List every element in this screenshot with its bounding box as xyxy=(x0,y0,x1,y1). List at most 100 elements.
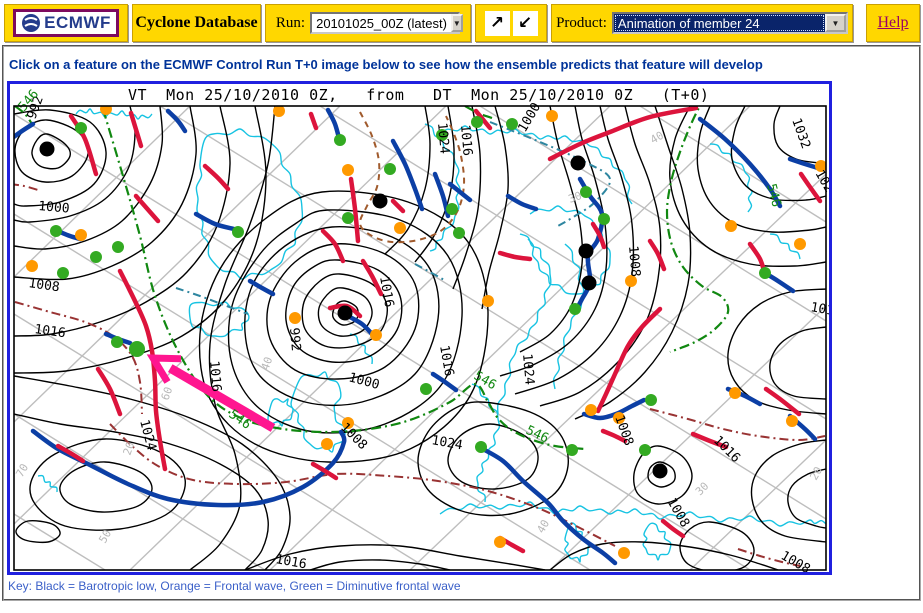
help-link[interactable]: Help xyxy=(877,14,909,31)
isobar-contour xyxy=(452,106,482,290)
coastline xyxy=(75,108,153,120)
diminutive-frontal-wave-marker[interactable] xyxy=(50,225,62,237)
teal-dashdot-line xyxy=(414,263,447,282)
diminutive-frontal-wave-marker[interactable] xyxy=(645,394,657,406)
diminutive-frontal-wave-marker[interactable] xyxy=(446,203,458,215)
diminutive-frontal-wave-marker[interactable] xyxy=(471,116,483,128)
warm-front xyxy=(547,106,699,162)
dropdown-arrow-icon[interactable]: ▼ xyxy=(450,14,463,32)
product-cell: Product: Animation of member 24 ▼ xyxy=(551,4,853,42)
isobar-contour xyxy=(669,106,826,267)
dropdown-arrow-icon[interactable]: ▼ xyxy=(824,14,846,32)
barotropic-low-marker[interactable] xyxy=(337,305,353,321)
diminutive-frontal-wave-marker[interactable] xyxy=(580,186,592,198)
warm-front xyxy=(68,113,99,177)
graticule-label: 20 xyxy=(807,465,825,483)
expand-image-button[interactable]: ↗ xyxy=(484,10,510,36)
diminutive-frontal-wave-marker[interactable] xyxy=(598,213,610,225)
diminutive-frontal-wave-marker[interactable] xyxy=(57,267,69,279)
control-run-map[interactable]: 992 546 1000 1008 1016 1024 1024 1016 546 546 546 1… xyxy=(7,81,843,577)
frontal-wave-marker[interactable] xyxy=(100,103,112,115)
diminutive-frontal-wave-marker[interactable] xyxy=(436,129,448,141)
graticule-line xyxy=(14,106,191,278)
diminutive-frontal-wave-marker[interactable] xyxy=(506,118,518,130)
diminutive-frontal-wave-marker[interactable] xyxy=(566,444,578,456)
frontal-wave-marker[interactable] xyxy=(625,275,637,287)
frontal-wave-marker[interactable] xyxy=(794,238,806,250)
isobar-contour xyxy=(317,287,373,337)
frontal-wave-marker[interactable] xyxy=(394,222,406,234)
map-title: VT Mon 25/10/2010 0Z, from DT Mon 25/10/… xyxy=(128,86,709,104)
diminutive-frontal-wave-marker[interactable] xyxy=(90,251,102,263)
graticule-line xyxy=(14,106,341,423)
diminutive-frontal-wave-marker[interactable] xyxy=(475,441,487,453)
diminutive-frontal-wave-marker[interactable] xyxy=(342,212,354,224)
isobar-contour xyxy=(514,106,635,395)
frontal-wave-marker[interactable] xyxy=(273,105,285,117)
coastline xyxy=(709,143,753,213)
teal-dashdot-line xyxy=(489,121,612,227)
pressure-label: 546 xyxy=(763,182,784,209)
diminutive-frontal-wave-marker[interactable] xyxy=(334,134,346,146)
diminutive-frontal-wave-marker[interactable] xyxy=(639,444,651,456)
isobar-contour xyxy=(59,461,153,513)
frontal-wave-marker[interactable] xyxy=(613,412,625,424)
isobar-contour xyxy=(14,375,291,570)
barotropic-low-marker[interactable] xyxy=(652,463,668,479)
diminutive-frontal-wave-marker[interactable] xyxy=(569,303,581,315)
isobar-contour xyxy=(227,209,463,434)
barotropic-low-marker[interactable] xyxy=(372,193,388,209)
graticule-line xyxy=(689,439,826,570)
ecmwf-logo[interactable]: ECMWF xyxy=(13,9,119,37)
shrink-image-button[interactable]: ↙ xyxy=(512,10,538,36)
cold-front xyxy=(345,313,375,337)
barotropic-low-marker[interactable] xyxy=(578,243,594,259)
pressure-label: 1008 xyxy=(625,245,643,278)
cold-front xyxy=(572,176,605,315)
frontal-wave-marker[interactable] xyxy=(494,536,506,548)
frontal-wave-marker[interactable] xyxy=(725,220,737,232)
frontal-wave-marker[interactable] xyxy=(786,415,798,427)
diminutive-frontal-wave-marker[interactable] xyxy=(759,267,771,279)
diminutive-frontal-wave-marker[interactable] xyxy=(112,241,124,253)
frontal-wave-marker[interactable] xyxy=(289,312,301,324)
frontal-wave-marker[interactable] xyxy=(618,547,630,559)
diminutive-frontal-wave-marker[interactable] xyxy=(384,163,396,175)
isobar-contour xyxy=(285,259,403,364)
warm-front xyxy=(763,386,802,417)
barotropic-low-marker[interactable] xyxy=(581,275,597,291)
coastline xyxy=(439,125,633,205)
diminutive-frontal-wave-marker[interactable] xyxy=(420,383,432,395)
product-select[interactable]: Animation of member 24 ▼ xyxy=(611,12,848,34)
graticule-line xyxy=(479,106,826,322)
frontal-wave-marker[interactable] xyxy=(370,329,382,341)
graticule-label: 30 xyxy=(693,480,712,499)
isobar-contour xyxy=(309,559,451,570)
diminutive-frontal-wave-marker[interactable] xyxy=(111,336,123,348)
frontal-wave-marker[interactable] xyxy=(482,295,494,307)
main-content: Click on a feature on the ECMWF Control … xyxy=(2,45,921,601)
graticule-label: 40 xyxy=(259,355,276,372)
frontal-wave-marker[interactable] xyxy=(342,164,354,176)
isobar-contour xyxy=(244,544,546,570)
isobar-contour xyxy=(384,106,431,255)
frontal-wave-marker[interactable] xyxy=(321,438,333,450)
barotropic-low-marker[interactable] xyxy=(570,155,586,171)
frontal-wave-marker[interactable] xyxy=(546,110,558,122)
frontal-wave-marker[interactable] xyxy=(342,417,354,429)
frontal-wave-marker[interactable] xyxy=(26,260,38,272)
diminutive-frontal-wave-marker[interactable] xyxy=(75,122,87,134)
diminutive-frontal-wave-marker[interactable] xyxy=(232,226,244,238)
run-select[interactable]: 20101025_00Z (latest) ▼ xyxy=(310,12,463,34)
frontal-wave-marker[interactable] xyxy=(585,404,597,416)
diminutive-frontal-wave-marker[interactable] xyxy=(453,227,465,239)
coastline xyxy=(188,301,250,338)
frontal-wave-marker[interactable] xyxy=(815,160,827,172)
frontal-wave-marker[interactable] xyxy=(729,387,741,399)
isobar-contour xyxy=(633,445,693,505)
frontal-wave-marker[interactable] xyxy=(75,229,87,241)
header-bar: ECMWF Cyclone Database Run: 20101025_00Z… xyxy=(0,0,923,45)
diminutive-frontal-wave-marker[interactable] xyxy=(129,341,145,357)
barotropic-low-marker[interactable] xyxy=(39,141,55,157)
